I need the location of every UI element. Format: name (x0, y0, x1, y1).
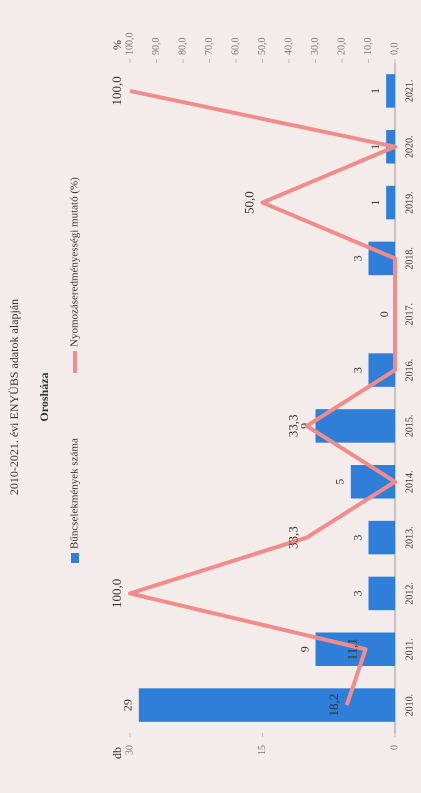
bar (386, 74, 395, 108)
bar (368, 353, 395, 387)
bar-value-label: 3 (350, 255, 364, 261)
legend-label: Nyomozáseredményességi mutató (%) (69, 177, 81, 347)
y2-tick-label: 0,0 (389, 43, 400, 56)
line-value-label: 18,2 (326, 694, 341, 717)
y2-tick-label: 50,0 (257, 38, 268, 56)
legend-swatch (71, 553, 79, 563)
y-tick-label: 30 (124, 745, 135, 755)
x-tick-label: 2010. (404, 694, 415, 717)
chart-title: 2010-2021. évi ENYÜBS adatok alapján (7, 299, 21, 495)
line-value-label: 100,0 (109, 76, 124, 105)
y2-tick-label: 30,0 (310, 38, 321, 56)
bar (368, 576, 395, 611)
bar (315, 409, 395, 443)
line-value-label: 33,3 (286, 415, 301, 438)
y2-tick-label: 80,0 (177, 38, 188, 56)
y2-tick-label: 70,0 (204, 38, 215, 56)
bar-value-label: 1 (368, 200, 382, 206)
line-value-label: 33,3 (286, 526, 301, 549)
y2-tick-label: 90,0 (151, 38, 162, 56)
x-tick-label: 2019. (404, 191, 415, 214)
y-axis-label: db (110, 747, 124, 759)
bar-value-label: 1 (368, 144, 382, 150)
x-tick-label: 2011. (404, 638, 415, 660)
y2-tick-label: 10,0 (363, 38, 374, 56)
y2-axis-label: % (110, 40, 124, 50)
x-tick-label: 2021. (404, 80, 415, 103)
line-value-label: 11,1 (345, 638, 360, 660)
bar-value-label: 9 (297, 646, 311, 652)
x-tick-label: 2015. (404, 415, 415, 438)
bar (386, 185, 395, 220)
bar (368, 520, 395, 555)
bar-value-label: 3 (350, 367, 364, 373)
x-tick-label: 2020. (404, 136, 415, 159)
x-tick-label: 2018. (404, 247, 415, 270)
x-tick-label: 2016. (404, 359, 415, 382)
bar-value-label: 0 (377, 311, 391, 317)
legend-label: Bűncselekmények száma (69, 438, 81, 549)
bar (138, 688, 395, 722)
y-tick-label: 0 (389, 745, 400, 750)
bar-value-label: 9 (297, 423, 311, 429)
y2-tick-label: 40,0 (283, 38, 294, 56)
bar-value-label: 5 (333, 479, 347, 485)
y-tick-label: 15 (257, 745, 268, 755)
bar-value-label: 29 (121, 699, 135, 711)
bar-value-label: 3 (350, 590, 364, 596)
y2-tick-label: 100,0 (124, 33, 135, 56)
x-tick-label: 2017. (404, 303, 415, 326)
y2-tick-label: 20,0 (336, 38, 347, 56)
chart-subtitle: Orosháza (37, 372, 51, 421)
line (128, 88, 397, 706)
x-tick-label: 2014. (404, 471, 415, 494)
line-value-label: 50,0 (241, 191, 256, 214)
line-value-label: 100,0 (109, 579, 124, 608)
x-tick-label: 2012. (404, 582, 415, 605)
bar-value-label: 1 (368, 88, 382, 94)
y2-tick-label: 60,0 (230, 38, 241, 56)
bar-value-label: 3 (350, 535, 364, 541)
rotated-chart: 2010-2021. évi ENYÜBS adatok alapján Oro… (7, 33, 416, 760)
x-tick-label: 2013. (404, 526, 415, 549)
